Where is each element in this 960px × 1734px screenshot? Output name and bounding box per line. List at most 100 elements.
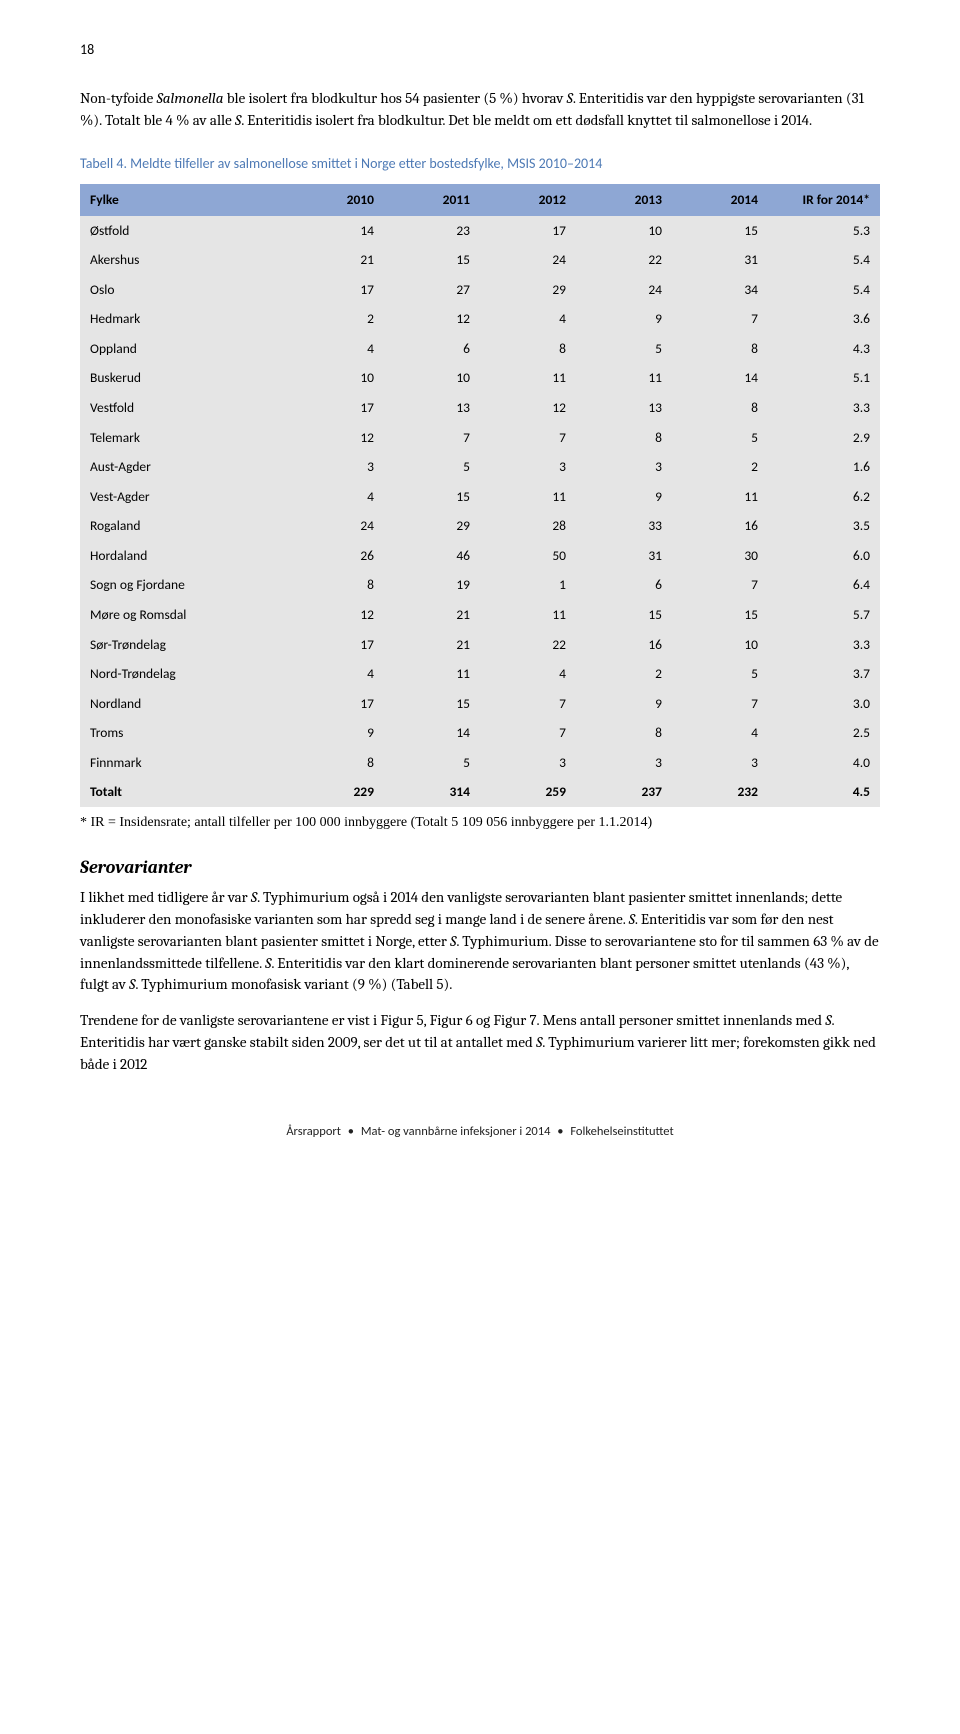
table-cell: 11 (480, 363, 576, 393)
table-cell: Møre og Romsdal (80, 600, 288, 630)
table-row: Rogaland24292833163.5 (80, 511, 880, 541)
footer-part-1: Årsrapport (286, 1124, 341, 1139)
table-cell: Vestfold (80, 393, 288, 423)
table-row: Møre og Romsdal12211115155.7 (80, 600, 880, 630)
table-cell: 50 (480, 541, 576, 571)
page-number: 18 (80, 40, 880, 60)
table-cell: 31 (672, 245, 768, 275)
table-cell: 2 (576, 659, 672, 689)
table-cell: 9 (288, 718, 384, 748)
table-cell: 31 (576, 541, 672, 571)
serovarianter-paragraph-2: Trendene for de vanligste serovariantene… (80, 1010, 880, 1075)
table-cell: 5.4 (768, 275, 880, 305)
table-cell: 21 (288, 245, 384, 275)
table-cell: 12 (480, 393, 576, 423)
table-cell: 9 (576, 304, 672, 334)
table-cell: 1 (480, 570, 576, 600)
table-row: Hordaland26465031306.0 (80, 541, 880, 571)
table-cell: 3 (576, 748, 672, 778)
table-cell: 27 (384, 275, 480, 305)
table-cell: 33 (576, 511, 672, 541)
table-row: Oppland468584.3 (80, 334, 880, 364)
table-cell: 7 (672, 304, 768, 334)
table-row: Troms9147842.5 (80, 718, 880, 748)
table-cell: 12 (288, 423, 384, 453)
table-cell: 15 (384, 245, 480, 275)
table-row: Vestfold1713121383.3 (80, 393, 880, 423)
table-cell: Sogn og Fjordane (80, 570, 288, 600)
table-cell: 26 (288, 541, 384, 571)
table-row: Sogn og Fjordane8191676.4 (80, 570, 880, 600)
table-cell: 5.3 (768, 216, 880, 246)
table-cell: 15 (576, 600, 672, 630)
data-table: Fylke20102011201220132014IR for 2014* Øs… (80, 184, 880, 807)
table-cell: 4 (288, 482, 384, 512)
table-cell: 16 (672, 511, 768, 541)
table-cell: 11 (576, 363, 672, 393)
table-cell: 2 (288, 304, 384, 334)
table-header-cell: 2014 (672, 184, 768, 216)
table-cell: 4 (288, 334, 384, 364)
table-cell: 30 (672, 541, 768, 571)
table-cell: Østfold (80, 216, 288, 246)
table-row: Hedmark2124973.6 (80, 304, 880, 334)
table-cell: 7 (480, 718, 576, 748)
table-cell: 7 (672, 570, 768, 600)
table-cell: 17 (288, 630, 384, 660)
section-heading-serovarianter: Serovarianter (80, 855, 880, 881)
table-cell: 3.3 (768, 393, 880, 423)
table-cell: 1.6 (768, 452, 880, 482)
table-cell: 23 (384, 216, 480, 246)
table-cell: 4 (480, 304, 576, 334)
table-cell: 3 (288, 452, 384, 482)
table-cell: 5 (672, 423, 768, 453)
table-cell: Hordaland (80, 541, 288, 571)
table-row: Nord-Trøndelag4114253.7 (80, 659, 880, 689)
table-cell: 8 (480, 334, 576, 364)
table-cell: 24 (576, 275, 672, 305)
table-cell: 16 (576, 630, 672, 660)
table-row: Finnmark853334.0 (80, 748, 880, 778)
table-cell: 10 (384, 363, 480, 393)
table-cell: Nordland (80, 689, 288, 719)
table-cell: Rogaland (80, 511, 288, 541)
table-cell: 29 (384, 511, 480, 541)
table-row: Akershus21152422315.4 (80, 245, 880, 275)
table-cell: 13 (384, 393, 480, 423)
table-cell: Aust-Agder (80, 452, 288, 482)
table-cell: 4.5 (768, 777, 880, 807)
table-cell: 314 (384, 777, 480, 807)
table-total-row: Totalt2293142592372324.5 (80, 777, 880, 807)
table-cell: 7 (480, 689, 576, 719)
table-cell: Totalt (80, 777, 288, 807)
table-cell: Oppland (80, 334, 288, 364)
table-cell: 8 (672, 334, 768, 364)
table-cell: 11 (672, 482, 768, 512)
table-cell: 5 (384, 452, 480, 482)
table-cell: 259 (480, 777, 576, 807)
table-cell: 8 (672, 393, 768, 423)
table-cell: 15 (384, 482, 480, 512)
table-header-row: Fylke20102011201220132014IR for 2014* (80, 184, 880, 216)
table-header-cell: 2010 (288, 184, 384, 216)
table-cell: 3.5 (768, 511, 880, 541)
table-cell: 17 (288, 275, 384, 305)
table-cell: 12 (288, 600, 384, 630)
table-cell: 14 (672, 363, 768, 393)
table-cell: 9 (576, 689, 672, 719)
table-header-cell: 2012 (480, 184, 576, 216)
table-cell: 6.2 (768, 482, 880, 512)
table-cell: 8 (576, 423, 672, 453)
table-row: Østfold14231710155.3 (80, 216, 880, 246)
table-cell: 10 (576, 216, 672, 246)
bullet-icon: • (348, 1124, 354, 1139)
table-cell: 2.9 (768, 423, 880, 453)
table-cell: 3 (672, 748, 768, 778)
table-cell: 7 (672, 689, 768, 719)
table-cell: Buskerud (80, 363, 288, 393)
table-cell: 3 (480, 748, 576, 778)
table-cell: 46 (384, 541, 480, 571)
table-cell: 22 (480, 630, 576, 660)
footer-part-2: Mat- og vannbårne infeksjoner i 2014 (361, 1124, 551, 1139)
table-cell: 28 (480, 511, 576, 541)
